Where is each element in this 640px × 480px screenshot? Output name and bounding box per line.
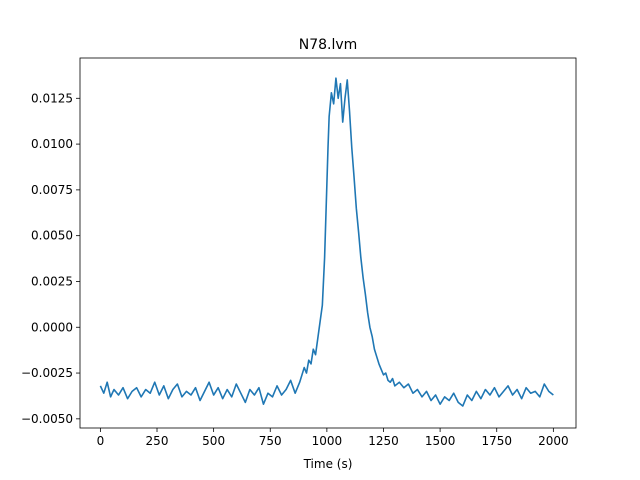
y-tick-label: 0.0025 [31, 274, 73, 288]
y-axis: −0.0050 −0.0025 0.0000 0.0025 0.0050 0.0075 0.… [21, 91, 80, 426]
y-tick-label: 0.0100 [31, 137, 73, 151]
plot-frame [79, 57, 577, 429]
chart-title: N78.lvm [299, 37, 358, 53]
x-tick-label: 1000 [312, 434, 343, 448]
x-tick-label: 2000 [538, 434, 569, 448]
series-layer [99, 77, 554, 407]
x-axis-label: Time (s) [303, 457, 353, 471]
y-tick-label: 0.0000 [31, 320, 73, 334]
y-tick-label: 0.0125 [31, 91, 73, 105]
x-axis: 0 250 500 750 1000 1250 1500 1750 2000 [97, 428, 569, 448]
y-tick-label: 0.0050 [31, 229, 73, 243]
y-tick-label: −0.0025 [21, 366, 73, 380]
series-line [99, 77, 554, 407]
x-tick-label: 0 [97, 434, 105, 448]
x-tick-label: 500 [202, 434, 225, 448]
x-tick-label: 1750 [481, 434, 512, 448]
y-tick-label: −0.0050 [21, 412, 73, 426]
y-tick-label: 0.0075 [31, 183, 73, 197]
x-tick-label: 750 [259, 434, 282, 448]
x-tick-label: 1250 [368, 434, 399, 448]
x-tick-label: 1500 [425, 434, 456, 448]
x-tick-label: 250 [146, 434, 169, 448]
